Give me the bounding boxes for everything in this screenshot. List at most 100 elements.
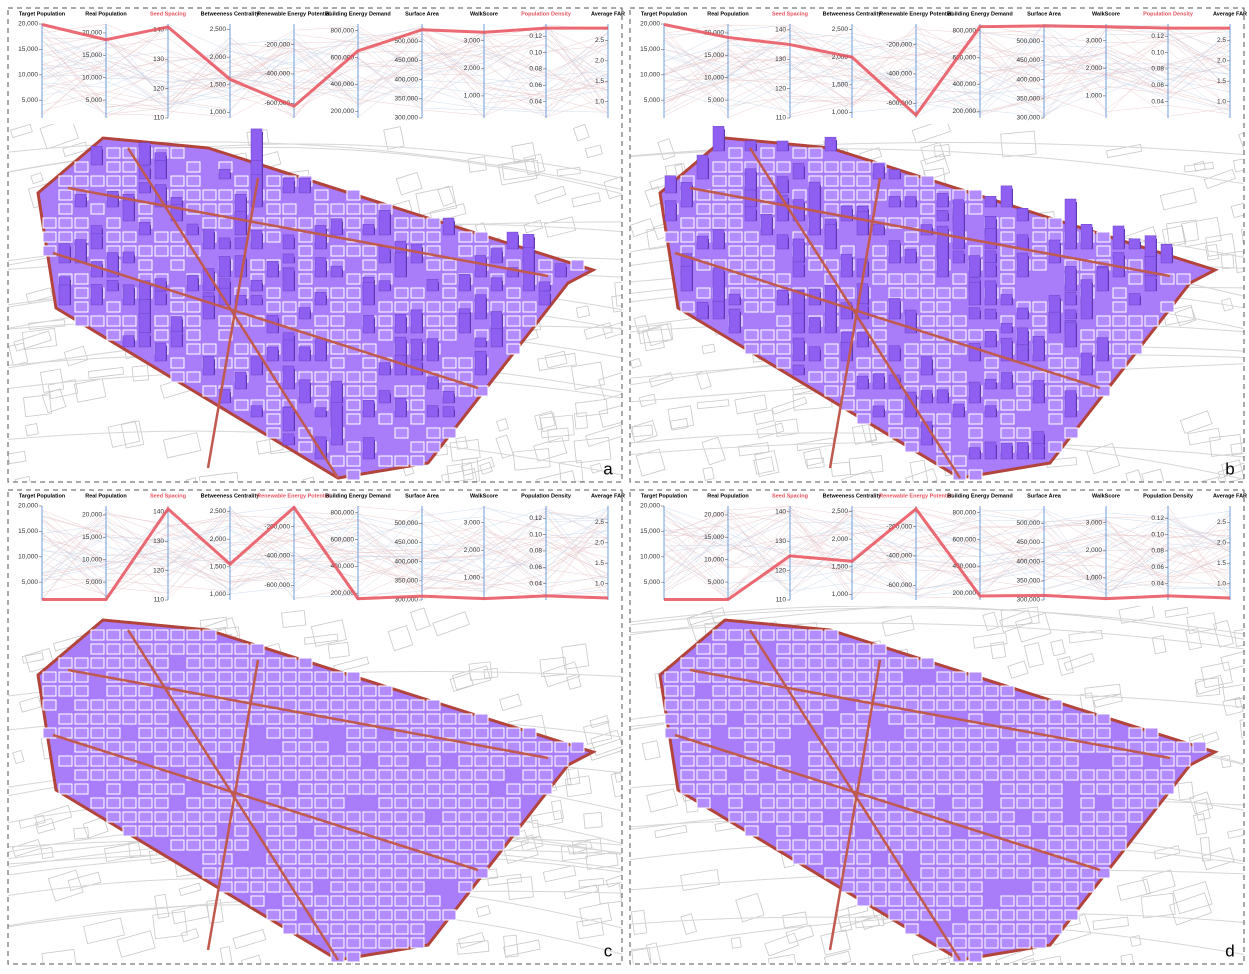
tick-label: 800,000 bbox=[331, 27, 355, 34]
building bbox=[985, 262, 996, 277]
map-building bbox=[22, 653, 43, 664]
block bbox=[235, 882, 248, 892]
block bbox=[331, 456, 344, 466]
block bbox=[219, 798, 232, 808]
block bbox=[411, 442, 424, 452]
map-building bbox=[1087, 443, 1120, 473]
building bbox=[985, 406, 996, 417]
block bbox=[713, 714, 726, 724]
block bbox=[299, 840, 312, 850]
block bbox=[761, 784, 774, 794]
panel-label: c bbox=[604, 941, 613, 960]
block bbox=[825, 644, 838, 654]
block bbox=[331, 770, 344, 780]
block bbox=[953, 938, 966, 948]
block bbox=[379, 714, 392, 724]
block bbox=[203, 630, 216, 640]
block bbox=[235, 358, 248, 368]
tick-label: 0.04 bbox=[529, 580, 542, 587]
block bbox=[1049, 882, 1062, 892]
block bbox=[395, 232, 408, 242]
tick-label: 2.0 bbox=[1217, 540, 1226, 547]
block bbox=[841, 742, 854, 752]
block bbox=[1081, 728, 1094, 738]
block bbox=[155, 700, 168, 710]
block bbox=[299, 854, 312, 864]
block bbox=[331, 756, 344, 766]
block bbox=[443, 428, 456, 438]
building bbox=[283, 254, 294, 263]
building bbox=[219, 238, 230, 249]
block bbox=[347, 190, 360, 200]
building bbox=[331, 266, 342, 277]
block bbox=[59, 658, 72, 668]
block bbox=[331, 358, 344, 368]
tick-label: 2,500 bbox=[210, 26, 227, 33]
block bbox=[155, 756, 168, 766]
block bbox=[139, 784, 152, 794]
block bbox=[1129, 274, 1142, 284]
block bbox=[107, 630, 120, 640]
block bbox=[123, 700, 136, 710]
building bbox=[1049, 240, 1060, 263]
block bbox=[745, 330, 758, 340]
tick-label: 2,500 bbox=[210, 508, 227, 515]
block bbox=[745, 714, 758, 724]
block bbox=[745, 644, 758, 654]
block bbox=[299, 756, 312, 766]
axis-label: Real Population bbox=[707, 493, 749, 499]
block bbox=[347, 868, 360, 878]
tick-label: 1,000 bbox=[464, 93, 481, 100]
block bbox=[969, 330, 982, 340]
block bbox=[395, 742, 408, 752]
tick-label: 2,000 bbox=[464, 65, 481, 72]
block bbox=[905, 896, 918, 906]
block bbox=[475, 784, 488, 794]
map-building bbox=[25, 424, 38, 436]
block bbox=[459, 840, 472, 850]
building bbox=[969, 382, 980, 403]
block bbox=[331, 686, 344, 696]
block bbox=[411, 938, 424, 948]
building bbox=[1065, 199, 1076, 249]
block bbox=[491, 756, 504, 766]
block bbox=[729, 162, 742, 172]
block bbox=[761, 812, 774, 822]
block bbox=[857, 896, 870, 906]
block bbox=[1161, 742, 1174, 752]
block bbox=[777, 274, 790, 284]
block bbox=[347, 456, 360, 466]
map-building bbox=[476, 905, 490, 916]
block bbox=[777, 700, 790, 710]
block bbox=[1033, 798, 1046, 808]
block bbox=[809, 840, 822, 850]
block bbox=[1097, 372, 1110, 382]
block bbox=[1097, 854, 1110, 864]
tick-label: 1,000 bbox=[210, 109, 227, 116]
tick-label: -200,000 bbox=[886, 41, 912, 48]
block bbox=[219, 658, 232, 668]
block bbox=[729, 630, 742, 640]
block bbox=[1129, 316, 1142, 326]
building bbox=[793, 365, 804, 375]
block bbox=[969, 190, 982, 200]
block bbox=[729, 812, 742, 822]
block bbox=[171, 644, 184, 654]
block bbox=[1113, 840, 1126, 850]
building bbox=[475, 255, 486, 277]
tick-label: 450,000 bbox=[395, 57, 419, 64]
block bbox=[491, 770, 504, 780]
block bbox=[969, 770, 982, 780]
axis-label: Surface Area bbox=[405, 11, 440, 17]
block bbox=[665, 714, 678, 724]
block bbox=[825, 386, 838, 396]
block bbox=[411, 784, 424, 794]
building bbox=[969, 283, 980, 305]
block bbox=[809, 658, 822, 668]
tick-label: -200,000 bbox=[264, 41, 290, 48]
block bbox=[507, 826, 520, 836]
block bbox=[379, 316, 392, 326]
block bbox=[1049, 358, 1062, 368]
block bbox=[427, 910, 440, 920]
building bbox=[857, 332, 868, 347]
